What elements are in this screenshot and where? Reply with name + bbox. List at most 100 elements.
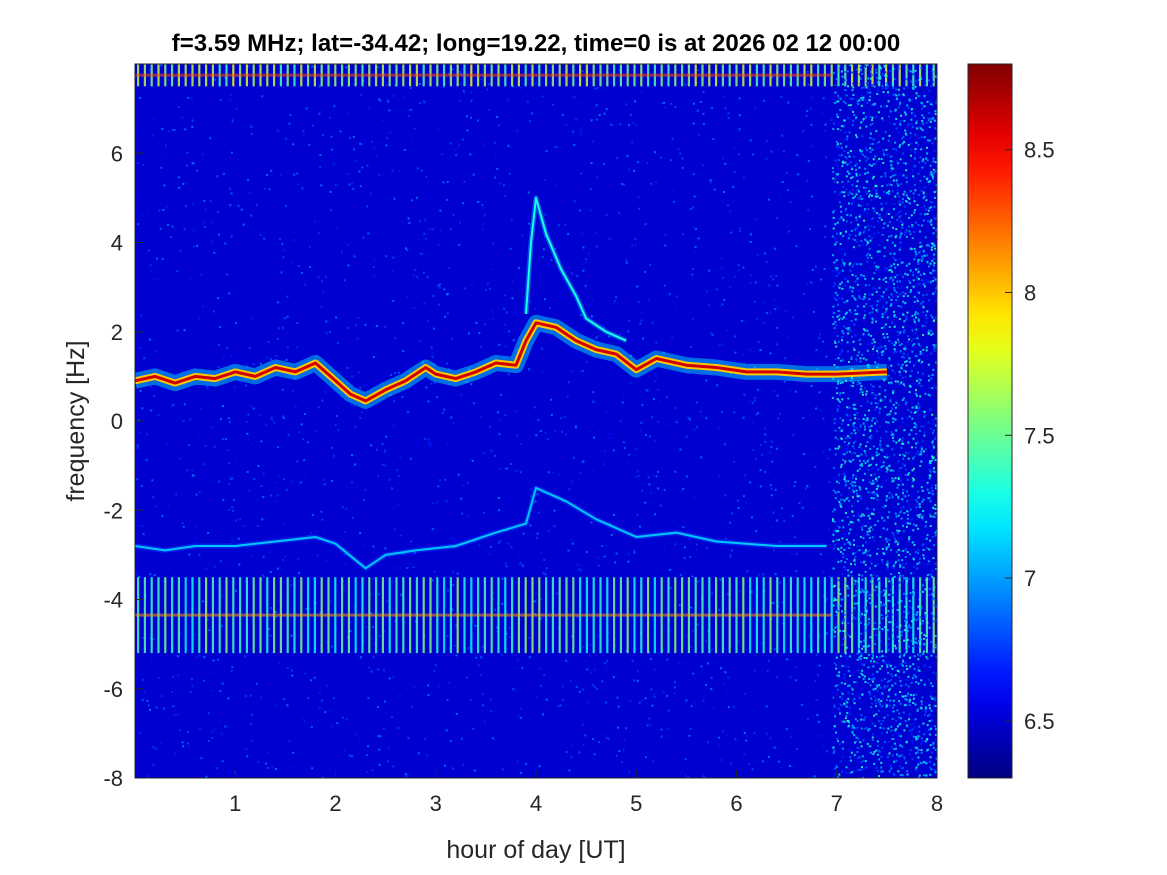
noise-speckle: [856, 383, 859, 386]
noise-speckle: [328, 710, 331, 712]
noise-region-speckle: [850, 358, 853, 361]
noise-region-speckle: [922, 590, 924, 593]
noise-speckle: [187, 463, 190, 465]
noise-speckle: [619, 512, 622, 515]
noise-region-speckle: [878, 269, 881, 272]
noise-speckle: [151, 479, 154, 482]
noise-speckle: [879, 443, 882, 446]
noise-speckle: [376, 706, 379, 708]
interference-stripe: [844, 64, 847, 87]
noise-region-speckle: [880, 468, 883, 471]
noise-speckle: [168, 567, 171, 570]
noise-speckle: [590, 119, 593, 122]
noise-region-speckle: [849, 520, 852, 523]
noise-speckle: [674, 407, 677, 409]
noise-speckle: [773, 477, 775, 480]
noise-speckle: [498, 343, 501, 346]
noise-region-speckle: [901, 559, 904, 562]
noise-speckle: [481, 693, 484, 696]
noise-speckle: [250, 713, 253, 716]
noise-speckle: [193, 540, 196, 543]
noise-region-speckle: [934, 512, 937, 515]
noise-region-speckle: [860, 197, 863, 200]
noise-region-speckle: [922, 197, 925, 200]
noise-region-speckle: [908, 136, 911, 139]
noise-speckle: [530, 495, 532, 498]
noise-speckle: [286, 704, 289, 707]
noise-speckle: [570, 743, 573, 746]
noise-speckle: [850, 432, 853, 435]
noise-speckle: [211, 657, 214, 659]
noise-region-speckle: [874, 524, 877, 527]
noise-region-speckle: [929, 409, 932, 412]
noise-speckle: [293, 173, 296, 176]
noise-region-speckle: [920, 590, 923, 593]
noise-speckle: [575, 685, 578, 688]
noise-region-speckle: [885, 301, 888, 304]
noise-speckle: [744, 474, 747, 477]
noise-speckle: [850, 452, 853, 455]
noise-region-speckle: [852, 514, 855, 517]
noise-region-speckle: [861, 768, 864, 771]
noise-speckle: [899, 373, 902, 376]
noise-speckle: [801, 506, 804, 509]
noise-region-speckle: [834, 321, 837, 323]
noise-speckle: [753, 669, 756, 672]
noise-region-speckle: [911, 305, 914, 308]
noise-speckle: [757, 412, 760, 414]
noise-speckle: [806, 110, 809, 113]
noise-speckle: [722, 157, 725, 160]
noise-speckle: [555, 571, 558, 574]
noise-speckle: [442, 181, 445, 184]
noise-speckle: [863, 639, 865, 642]
noise-speckle: [894, 323, 897, 326]
noise-region-speckle: [858, 190, 860, 193]
noise-speckle: [261, 95, 264, 98]
noise-region-speckle: [859, 204, 862, 207]
noise-speckle: [721, 303, 724, 306]
noise-speckle: [446, 442, 449, 445]
noise-region-speckle: [869, 193, 872, 196]
noise-region-speckle: [833, 704, 836, 707]
noise-region-speckle: [860, 121, 863, 124]
noise-region-speckle: [842, 185, 845, 188]
noise-region-speckle: [868, 436, 871, 439]
noise-region-speckle: [923, 733, 926, 736]
noise-speckle: [352, 757, 355, 759]
noise-region-speckle: [872, 456, 875, 459]
noise-speckle: [150, 409, 153, 412]
noise-speckle: [621, 315, 623, 318]
noise-speckle: [748, 763, 751, 765]
noise-region-speckle: [914, 209, 917, 211]
noise-region-speckle: [915, 253, 918, 256]
noise-region-speckle: [859, 488, 862, 491]
noise-region-speckle: [883, 539, 886, 541]
noise-region-speckle: [905, 169, 908, 172]
noise-speckle: [904, 385, 906, 388]
noise-speckle: [393, 389, 396, 392]
noise-speckle: [201, 305, 204, 308]
noise-speckle: [474, 624, 477, 627]
noise-region-speckle: [871, 639, 874, 642]
noise-speckle: [345, 651, 348, 654]
noise-region-speckle: [903, 119, 906, 122]
noise-speckle: [482, 223, 485, 226]
noise-region-speckle: [862, 418, 865, 420]
noise-speckle: [446, 589, 449, 592]
noise-region-speckle: [869, 123, 872, 126]
noise-speckle: [755, 413, 758, 416]
noise-region-speckle: [929, 200, 932, 203]
noise-region-speckle: [838, 548, 841, 551]
noise-speckle: [534, 721, 537, 724]
noise-speckle: [636, 776, 639, 778]
noise-speckle: [764, 357, 767, 360]
noise-region-speckle: [854, 583, 856, 585]
noise-region-speckle: [912, 726, 915, 729]
noise-speckle: [307, 441, 309, 444]
noise-region-speckle: [856, 263, 859, 266]
noise-speckle: [910, 723, 913, 726]
noise-speckle: [693, 102, 695, 105]
noise-speckle: [384, 464, 387, 467]
noise-speckle: [429, 228, 432, 230]
noise-speckle: [485, 289, 487, 291]
